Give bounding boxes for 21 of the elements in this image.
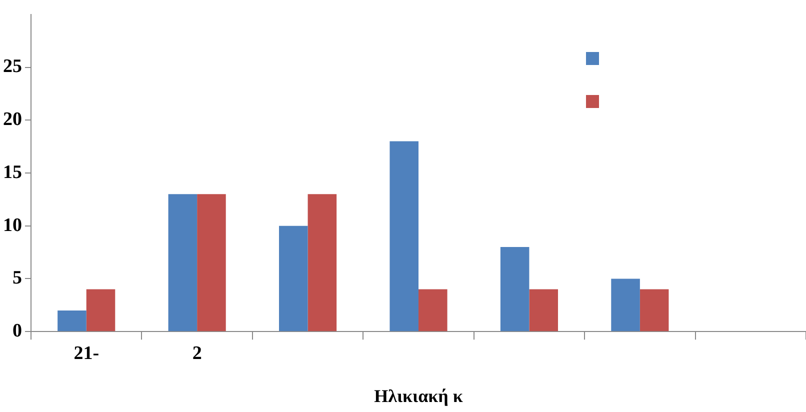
x-tick-label: 21-: [74, 342, 100, 364]
bar: [390, 141, 418, 332]
y-tick-label: 5: [12, 268, 22, 289]
bar: [168, 194, 198, 332]
bar: [58, 310, 86, 332]
bar: [279, 226, 308, 332]
bar: [640, 289, 669, 332]
bar: [86, 289, 116, 332]
y-tick-label: 20: [3, 109, 22, 130]
x-axis-title: Ηλικιακή κ: [374, 386, 463, 406]
x-tick-label: 2: [192, 342, 202, 364]
bar: [197, 194, 226, 332]
bar: [418, 289, 448, 332]
y-tick-label: 15: [3, 162, 22, 183]
bar: [529, 289, 558, 332]
y-tick-label: 25: [3, 56, 22, 78]
bar: [500, 247, 530, 332]
bar: [308, 194, 337, 332]
y-tick-label: 10: [3, 214, 22, 236]
y-tick-label: 0: [12, 320, 22, 342]
bar: [611, 278, 640, 332]
